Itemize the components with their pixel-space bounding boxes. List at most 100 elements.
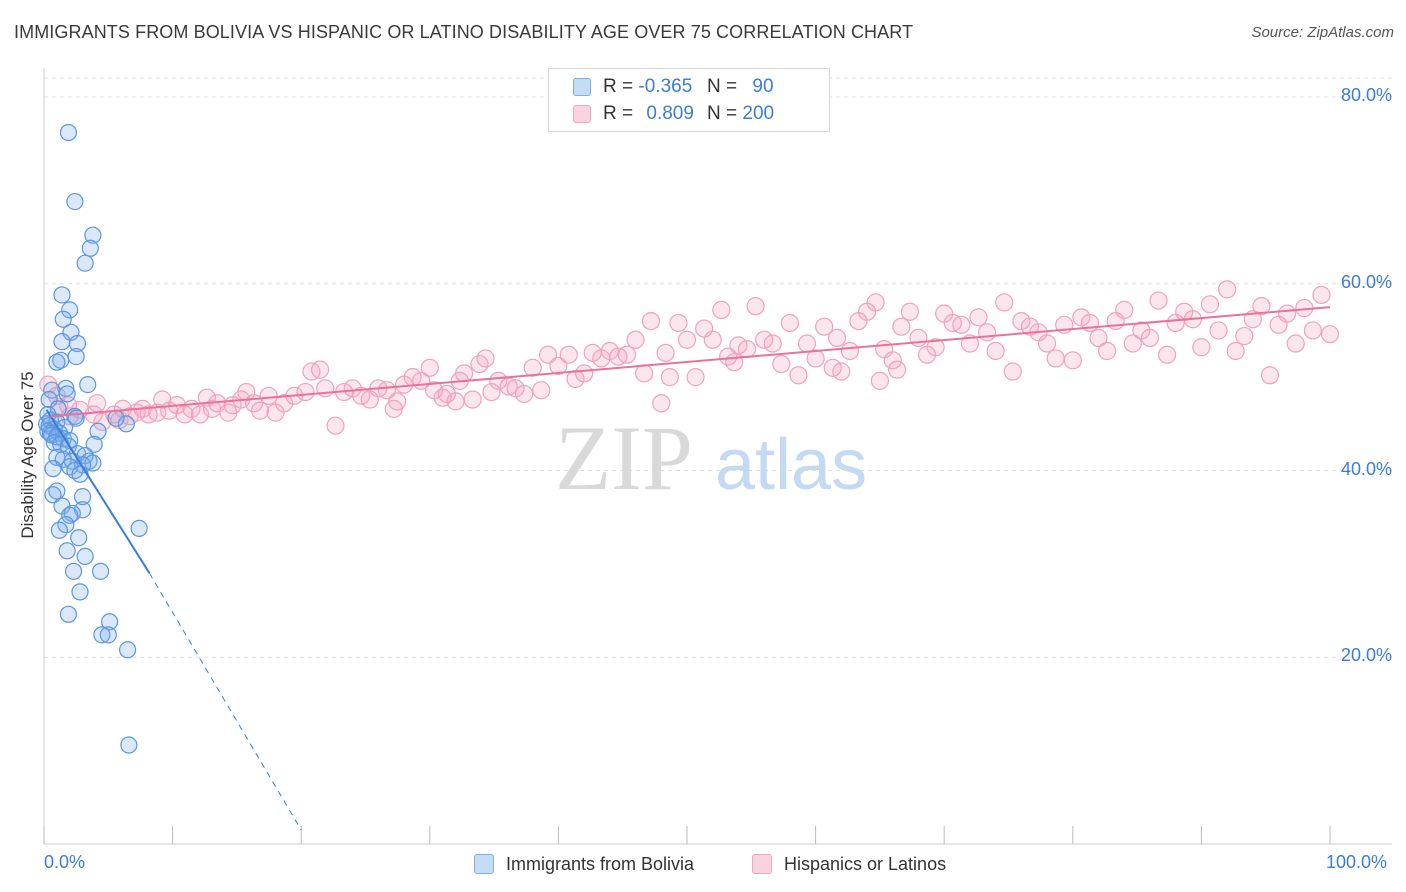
point-hispanics bbox=[840, 341, 859, 361]
point-hispanics bbox=[952, 315, 971, 334]
point-hispanics bbox=[1252, 297, 1271, 316]
point-bolivia bbox=[53, 286, 71, 304]
point-hispanics bbox=[806, 349, 825, 368]
legend-r-value-bolivia: -0.365 bbox=[638, 76, 693, 97]
legend-r-label: R = bbox=[603, 76, 634, 97]
point-bolivia bbox=[118, 641, 137, 659]
y-tick-label: 80.0% bbox=[1340, 85, 1392, 105]
point-hispanics bbox=[815, 317, 834, 336]
point-hispanics bbox=[1149, 291, 1168, 310]
point-hispanics bbox=[960, 334, 980, 353]
point-hispanics bbox=[463, 390, 482, 409]
point-hispanics bbox=[995, 293, 1014, 312]
point-hispanics bbox=[926, 338, 945, 357]
legend-n-value-hispanics: 200 bbox=[742, 103, 775, 124]
point-bolivia bbox=[107, 409, 125, 427]
point-hispanics bbox=[746, 297, 765, 316]
y-tick-label: 20.0% bbox=[1340, 645, 1392, 666]
point-hispanics bbox=[669, 313, 688, 333]
point-bolivia bbox=[100, 613, 119, 631]
point-hispanics bbox=[1312, 285, 1331, 305]
point-bolivia bbox=[68, 334, 87, 353]
point-hispanics bbox=[310, 360, 330, 379]
point-bolivia bbox=[85, 435, 103, 453]
point-hispanics bbox=[420, 358, 439, 377]
point-hispanics bbox=[780, 313, 799, 333]
point-hispanics bbox=[259, 386, 278, 405]
point-hispanics bbox=[575, 364, 594, 383]
bottom-legend-label-bolivia: Immigrants from Bolivia bbox=[506, 853, 695, 874]
point-hispanics bbox=[523, 358, 542, 377]
point-hispanics bbox=[190, 405, 210, 424]
point-hispanics bbox=[660, 368, 679, 387]
point-bolivia bbox=[64, 562, 83, 580]
point-bolivia bbox=[89, 422, 107, 440]
point-hispanics bbox=[274, 394, 294, 413]
point-hispanics bbox=[388, 392, 407, 411]
point-hispanics bbox=[909, 328, 928, 348]
point-bolivia bbox=[79, 375, 97, 394]
point-bolivia bbox=[84, 226, 102, 244]
point-hispanics bbox=[986, 341, 1005, 361]
point-hispanics bbox=[763, 334, 782, 353]
trend-bolivia-solid bbox=[45, 409, 151, 574]
point-hispanics bbox=[1320, 325, 1340, 344]
y-tick-label: 60.0% bbox=[1340, 271, 1392, 292]
point-bolivia bbox=[130, 519, 148, 537]
point-hispanics bbox=[1123, 334, 1142, 353]
point-bolivia bbox=[59, 605, 78, 623]
watermark-atlas: atlas bbox=[715, 425, 867, 505]
point-hispanics bbox=[866, 293, 885, 312]
point-bolivia bbox=[71, 465, 89, 483]
point-hispanics bbox=[1218, 280, 1237, 299]
point-hispanics bbox=[1209, 321, 1228, 340]
point-hispanics bbox=[977, 323, 997, 342]
point-bolivia bbox=[76, 547, 94, 566]
point-hispanics bbox=[1158, 345, 1177, 364]
point-hispanics bbox=[446, 392, 465, 411]
point-bolivia bbox=[57, 379, 75, 397]
bottom-legend-swatch-bolivia bbox=[474, 854, 494, 874]
point-hispanics bbox=[1235, 326, 1254, 346]
bottom-legend-swatch-hispanics bbox=[752, 854, 772, 874]
point-bolivia bbox=[71, 583, 89, 601]
legend-r-label: R = bbox=[603, 103, 634, 124]
point-hispanics bbox=[725, 353, 744, 372]
point-bolivia bbox=[44, 460, 62, 478]
point-hispanics bbox=[1200, 295, 1220, 314]
point-bolivia bbox=[67, 347, 85, 366]
point-bolivia bbox=[40, 390, 58, 409]
point-bolivia bbox=[45, 433, 63, 452]
point-hispanics bbox=[539, 345, 558, 364]
point-hispanics bbox=[296, 382, 315, 402]
point-hispanics bbox=[1046, 349, 1065, 368]
source-credit: Source: ZipAtlas.com bbox=[1251, 24, 1394, 41]
point-hispanics bbox=[489, 371, 508, 390]
point-hispanics bbox=[635, 364, 654, 383]
y-tick-label: 40.0% bbox=[1340, 458, 1392, 479]
point-hispanics bbox=[827, 328, 847, 348]
point-hispanics bbox=[532, 381, 551, 400]
x-tick-max: 100.0% bbox=[1326, 852, 1388, 872]
point-hispanics bbox=[656, 343, 675, 362]
watermark: ZIP atlas bbox=[555, 407, 867, 509]
point-hispanics bbox=[797, 334, 817, 353]
series-hispanics-points bbox=[39, 280, 1340, 435]
axes bbox=[43, 68, 1392, 845]
legend-row-bolivia: R = -0.365 N = 90 bbox=[573, 74, 797, 100]
correlation-legend: R = -0.365 N = 90 R = 0.809 N = 200 bbox=[548, 68, 830, 132]
point-hispanics bbox=[1286, 334, 1305, 353]
point-hispanics bbox=[250, 401, 270, 420]
point-hispanics bbox=[712, 300, 731, 319]
point-hispanics bbox=[870, 371, 890, 390]
point-hispanics bbox=[887, 360, 907, 379]
point-hispanics bbox=[686, 368, 705, 387]
point-bolivia bbox=[58, 385, 76, 403]
legend-n-value-bolivia: 90 bbox=[752, 76, 774, 97]
point-hispanics bbox=[772, 354, 791, 374]
point-hispanics bbox=[476, 349, 495, 368]
point-bolivia bbox=[53, 333, 71, 351]
point-hispanics bbox=[1140, 328, 1160, 348]
point-hispanics bbox=[326, 416, 345, 435]
point-hispanics bbox=[482, 382, 501, 402]
